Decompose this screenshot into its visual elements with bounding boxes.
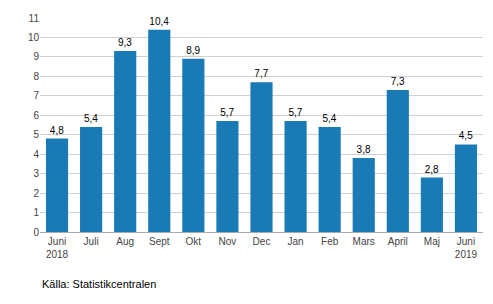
svg-text:3: 3 [33,168,39,179]
svg-text:Juni2019: Juni2019 [455,236,478,260]
svg-text:Sept: Sept [149,236,170,247]
svg-text:0: 0 [33,227,39,238]
svg-text:8: 8 [33,71,39,82]
svg-text:11: 11 [29,13,40,24]
svg-text:Aug: Aug [116,236,134,247]
svg-text:Dec: Dec [253,236,271,247]
svg-text:9: 9 [33,51,39,62]
svg-text:2,8: 2,8 [425,164,439,175]
svg-text:9,3: 9,3 [118,37,132,48]
svg-text:5,4: 5,4 [322,113,336,124]
svg-text:7: 7 [33,90,39,101]
svg-text:6: 6 [33,110,39,121]
svg-text:5,4: 5,4 [84,113,98,124]
svg-text:5: 5 [33,129,39,140]
svg-text:Maj: Maj [424,236,440,247]
svg-text:Feb: Feb [321,236,339,247]
svg-text:7,7: 7,7 [254,68,268,79]
svg-text:2: 2 [33,188,39,199]
svg-text:Juli: Juli [84,236,99,247]
svg-text:4: 4 [33,149,39,160]
svg-text:10,4: 10,4 [149,16,169,27]
svg-text:Nov: Nov [219,236,237,247]
svg-text:7,3: 7,3 [391,76,405,87]
svg-text:8,9: 8,9 [186,45,200,56]
svg-text:1: 1 [33,207,39,218]
svg-text:Okt: Okt [186,236,202,247]
svg-text:4,8: 4,8 [50,125,64,136]
svg-text:10: 10 [28,32,40,43]
svg-text:Mars: Mars [353,236,375,247]
svg-text:Källa: Statistikcentralen: Källa: Statistikcentralen [42,278,156,290]
svg-text:April: April [388,236,408,247]
svg-text:3,8: 3,8 [357,144,371,155]
svg-text:Juni2018: Juni2018 [46,236,69,260]
svg-text:5,7: 5,7 [220,107,234,118]
svg-text:4,5: 4,5 [459,130,473,141]
svg-text:5,7: 5,7 [288,107,302,118]
svg-text:Jan: Jan [288,236,304,247]
